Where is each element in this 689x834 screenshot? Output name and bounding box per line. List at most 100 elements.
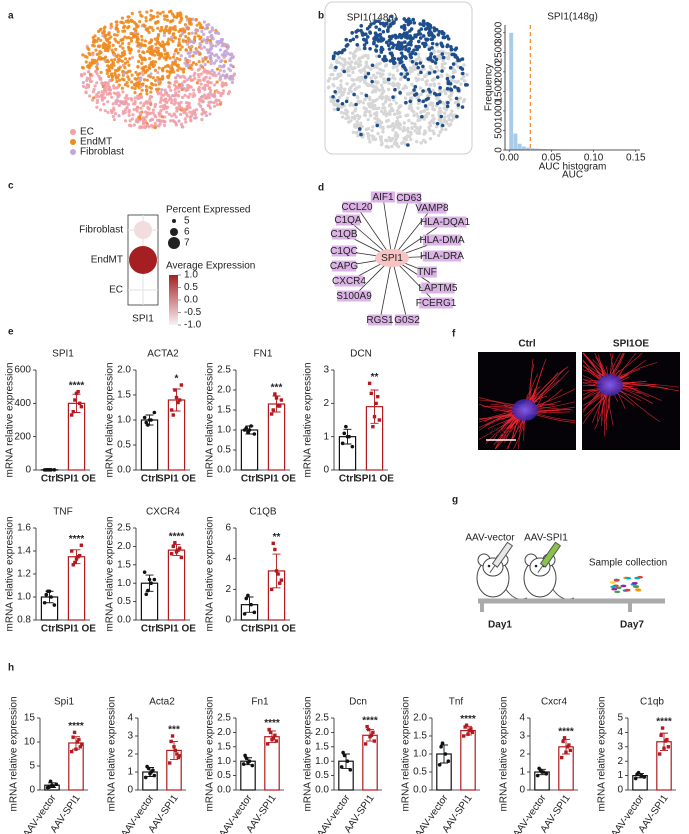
cell-dot <box>144 44 147 47</box>
cell-dot <box>359 24 363 28</box>
y-tick-label: 1.2 <box>17 569 31 580</box>
cell-dot <box>145 85 148 88</box>
cell-dot <box>412 88 416 92</box>
cell-dot <box>127 15 130 18</box>
y-axis-label: mRNA relative expression <box>105 516 116 631</box>
cell-dot <box>150 118 153 121</box>
cell-dot <box>423 75 426 78</box>
data-point <box>373 415 376 418</box>
cell-dot <box>167 81 170 84</box>
cell-dot <box>176 86 179 89</box>
sample-tube <box>610 586 616 589</box>
cell-dot <box>125 36 128 39</box>
cell-dot <box>436 122 440 126</box>
data-point <box>173 388 176 391</box>
cell-dot <box>413 122 416 125</box>
cell-dot <box>131 20 134 23</box>
cell-dot <box>201 57 204 60</box>
cell-dot <box>97 91 100 94</box>
significance: ** <box>273 532 281 543</box>
cell-dot <box>175 123 178 126</box>
cell-dot <box>334 103 337 106</box>
data-point <box>145 765 149 769</box>
cell-dot <box>397 86 400 89</box>
cell-dot <box>186 27 189 30</box>
cell-dot <box>192 41 195 44</box>
data-point <box>170 408 173 411</box>
cell-dot <box>224 60 227 63</box>
data-point <box>564 751 567 754</box>
cell-dot <box>456 103 460 107</box>
cell-dot <box>438 86 442 90</box>
cell-dot <box>352 52 355 55</box>
data-point <box>243 612 247 616</box>
cell-dot <box>375 75 378 78</box>
y-tick-label: 3 <box>519 731 525 742</box>
cell-dot <box>216 67 219 70</box>
cell-dot <box>200 73 203 76</box>
cell-dot <box>147 107 150 110</box>
cell-dot <box>342 70 346 74</box>
cell-dot <box>98 45 101 48</box>
cell-dot <box>336 73 339 76</box>
cell-dot <box>109 88 112 91</box>
cell-dot <box>172 56 175 59</box>
cell-dot <box>127 46 130 49</box>
panel-label: d <box>318 183 324 194</box>
cell-dot <box>223 54 226 57</box>
cell-dot <box>390 145 393 148</box>
cell-dot <box>95 81 98 84</box>
cell-dot <box>139 14 142 17</box>
cell-dot <box>462 75 465 78</box>
cell-dot <box>159 77 162 80</box>
cell-dot <box>213 105 216 108</box>
cell-dot <box>369 77 372 80</box>
cell-dot <box>459 66 463 70</box>
cell-dot <box>343 111 346 114</box>
cell-dot <box>119 21 122 24</box>
cell-dot <box>203 84 206 87</box>
y-tick-label: 4 <box>225 553 231 564</box>
cell-dot <box>375 124 379 128</box>
cell-dot <box>347 120 350 123</box>
cell-dot <box>153 114 156 117</box>
cell-dot <box>354 107 357 110</box>
cell-dot <box>214 74 217 77</box>
cell-dot <box>398 33 402 37</box>
cell-dot <box>204 40 207 43</box>
cell-dot <box>165 52 168 55</box>
panel-label: g <box>452 495 458 506</box>
cell-dot <box>130 40 133 43</box>
cell-dot <box>152 65 155 68</box>
y-axis-label: mRNA relative expression <box>205 516 216 631</box>
cell-dot <box>95 70 98 73</box>
cell-dot <box>366 35 370 39</box>
cell-dot <box>182 75 185 78</box>
cell-dot <box>113 72 116 75</box>
data-point <box>273 734 276 737</box>
cell-dot <box>338 56 341 59</box>
cell-dot <box>392 21 396 25</box>
cell-dot <box>367 137 370 140</box>
cell-dot <box>206 72 209 75</box>
cell-dot <box>339 79 342 82</box>
cell-dot <box>164 92 167 95</box>
cell-dot <box>433 92 437 96</box>
cell-dot <box>96 101 99 104</box>
y-tick-label: 0.8 <box>17 615 31 626</box>
cell-dot <box>439 42 443 46</box>
cell-dot <box>199 79 202 82</box>
cell-dot <box>386 96 389 99</box>
data-point <box>72 410 75 413</box>
data-point <box>569 749 572 752</box>
cell-dot <box>453 48 457 52</box>
cell-dot <box>200 30 203 33</box>
panel-label: e <box>8 327 14 338</box>
cell-dot <box>200 47 203 50</box>
cell-dot <box>85 91 88 94</box>
cell-dot <box>110 96 113 99</box>
cell-dot <box>364 38 368 42</box>
bar <box>141 420 157 470</box>
y-axis-label: Frequency <box>484 64 495 111</box>
cell-dot <box>135 36 138 39</box>
